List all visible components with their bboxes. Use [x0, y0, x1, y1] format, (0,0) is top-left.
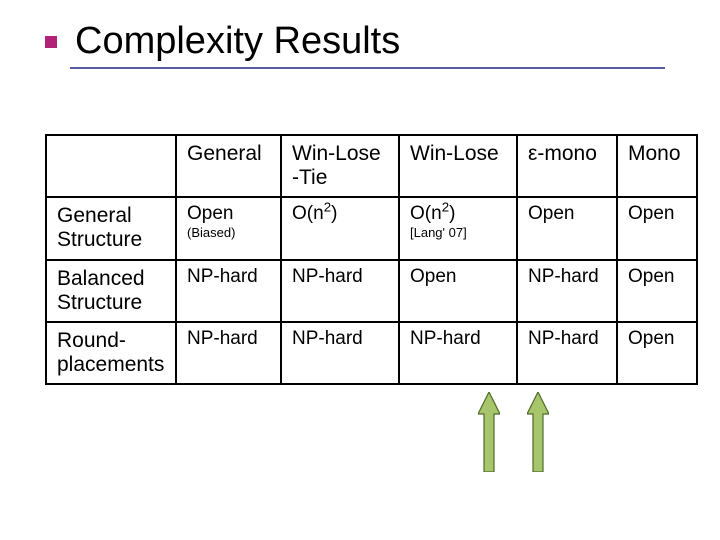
title-underline — [70, 67, 665, 69]
row-label-round-placements: Round- placements — [46, 322, 176, 384]
cell: Open — [517, 197, 617, 259]
cell-main: Open — [187, 204, 272, 225]
header-winlosetie-l1: Win-Lose — [292, 142, 381, 165]
cell-main: NP-hard — [528, 267, 608, 288]
cell-sub: (Biased) — [187, 225, 272, 241]
slide: Complexity Results General Win-Lose -Tie… — [0, 0, 720, 540]
cell: O(n2) — [281, 197, 399, 259]
cell-main: O(n2) — [292, 204, 390, 225]
cell: NP-hard — [281, 260, 399, 322]
table-row: Balanced Structure NP-hard NP-hard Open … — [46, 260, 697, 322]
cell: NP-hard — [176, 260, 281, 322]
cell-main: NP-hard — [528, 329, 608, 350]
complexity-table: General Win-Lose -Tie Win-Lose ε-mono Mo… — [45, 134, 698, 385]
row-label-l1: Round- — [57, 329, 126, 352]
cell-main: NP-hard — [187, 329, 272, 350]
row-label-l2: Structure — [57, 291, 142, 314]
row-label-balanced-structure: Balanced Structure — [46, 260, 176, 322]
accent-square — [45, 36, 57, 48]
cell-main: O(n2) — [410, 204, 508, 225]
cell-main: NP-hard — [410, 329, 508, 350]
cell: NP-hard — [399, 322, 517, 384]
cell: Open — [617, 197, 697, 259]
header-general: General — [176, 135, 281, 197]
row-label-l1: Balanced — [57, 267, 145, 290]
slide-title: Complexity Results — [75, 20, 400, 63]
cell-main: NP-hard — [187, 267, 272, 288]
cell-main: Open — [410, 267, 508, 288]
cell-sub: [Lang' 07] — [410, 225, 508, 241]
cell: NP-hard — [281, 322, 399, 384]
header-epsmono: ε-mono — [517, 135, 617, 197]
cell-main: Open — [628, 204, 688, 225]
cell-main: Open — [628, 267, 688, 288]
cell-main: Open — [528, 204, 608, 225]
row-label-general-structure: General Structure — [46, 197, 176, 259]
table-header-row: General Win-Lose -Tie Win-Lose ε-mono Mo… — [46, 135, 697, 197]
header-mono: Mono — [617, 135, 697, 197]
cell: Open (Biased) — [176, 197, 281, 259]
header-winlose: Win-Lose — [399, 135, 517, 197]
table-row: General Structure Open (Biased) O(n2) O(… — [46, 197, 697, 259]
arrows-layer — [0, 392, 720, 492]
title-bar: Complexity Results — [45, 20, 720, 63]
row-label-l2: placements — [57, 353, 164, 376]
header-empty — [46, 135, 176, 197]
up-arrow-icon — [478, 392, 500, 472]
cell: Open — [617, 260, 697, 322]
row-label-l2: Structure — [57, 228, 142, 251]
cell: NP-hard — [176, 322, 281, 384]
cell: O(n2) [Lang' 07] — [399, 197, 517, 259]
cell: NP-hard — [517, 322, 617, 384]
cell-main: Open — [628, 329, 688, 350]
cell: Open — [399, 260, 517, 322]
up-arrow-icon — [527, 392, 549, 472]
cell-main: NP-hard — [292, 329, 390, 350]
complexity-table-wrap: General Win-Lose -Tie Win-Lose ε-mono Mo… — [45, 134, 675, 385]
cell: Open — [617, 322, 697, 384]
header-winlosetie: Win-Lose -Tie — [281, 135, 399, 197]
cell-main: NP-hard — [292, 267, 390, 288]
table-row: Round- placements NP-hard NP-hard NP-har… — [46, 322, 697, 384]
row-label-l1: General — [57, 204, 132, 227]
cell: NP-hard — [517, 260, 617, 322]
header-winlosetie-l2: -Tie — [292, 166, 327, 189]
